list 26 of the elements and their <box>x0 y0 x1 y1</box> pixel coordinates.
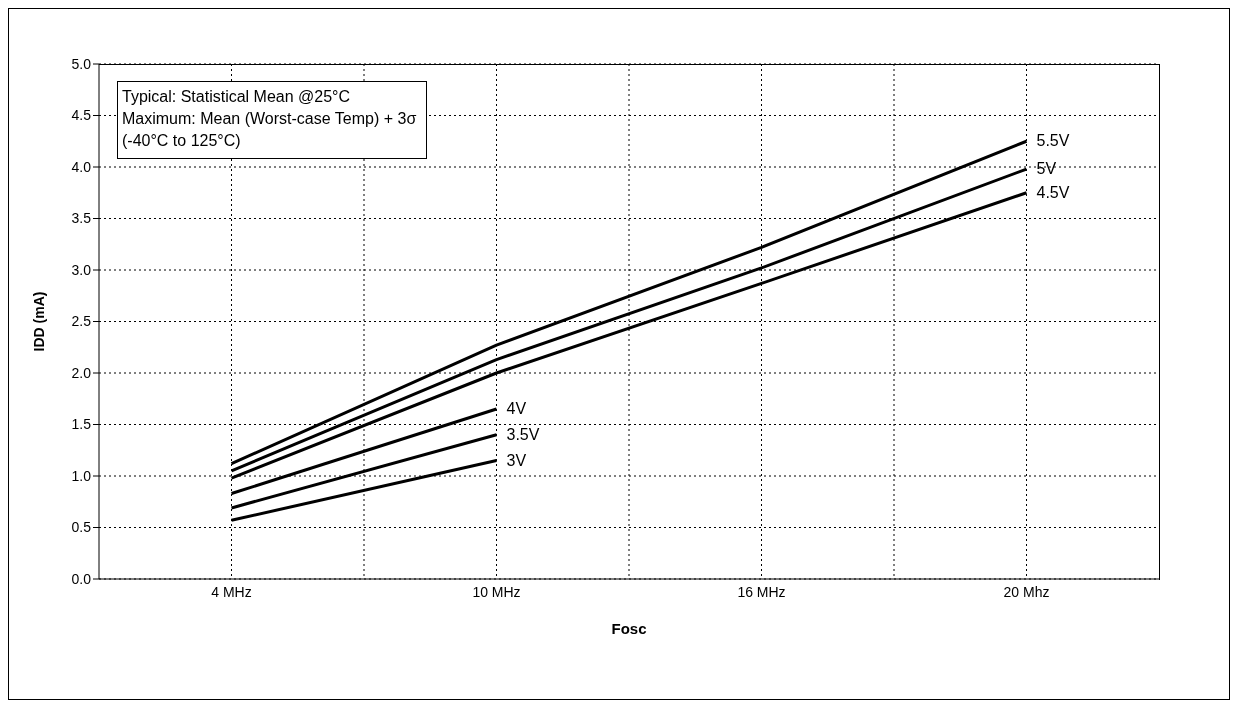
y-tick-label: 1.5 <box>71 416 92 433</box>
annotation: Maximum: Mean (Worst-case Temp) + 3σ <box>122 109 417 129</box>
x-tick-label: 16 MHz <box>737 583 786 600</box>
series-label: 4.5V <box>1036 183 1070 201</box>
series-label: 3V <box>506 451 527 469</box>
series-label: 5.5V <box>1036 132 1070 150</box>
y-tick-label: 0.5 <box>71 519 92 536</box>
series-label: 3.5V <box>506 425 540 443</box>
x-tick-label: 10 MHz <box>472 583 521 600</box>
annotation: (-40°C to 125°C) <box>122 131 242 151</box>
y-tick-label: 3.5 <box>71 210 92 227</box>
y-tick-label: 2.0 <box>71 364 92 381</box>
y-tick-label: 4.5 <box>71 107 92 124</box>
x-tick-label: 20 Mhz <box>1003 583 1050 600</box>
x-tick-label: 4 MHz <box>211 583 252 600</box>
y-axis-title: IDD (mA) <box>30 291 47 352</box>
series-label: 4V <box>506 400 527 418</box>
y-tick-label: 3.0 <box>71 261 92 278</box>
annotation: Typical: Statistical Mean @25°C <box>122 87 352 107</box>
y-tick-label: 2.5 <box>71 313 92 330</box>
y-tick-label: 1.0 <box>71 467 92 484</box>
y-tick-label: 0.0 <box>71 570 92 587</box>
y-tick-label: 5.0 <box>71 55 92 72</box>
x-axis-title: Fosc <box>611 620 647 637</box>
y-tick-label: 4.0 <box>71 158 92 175</box>
series-label: 5V <box>1036 160 1057 178</box>
